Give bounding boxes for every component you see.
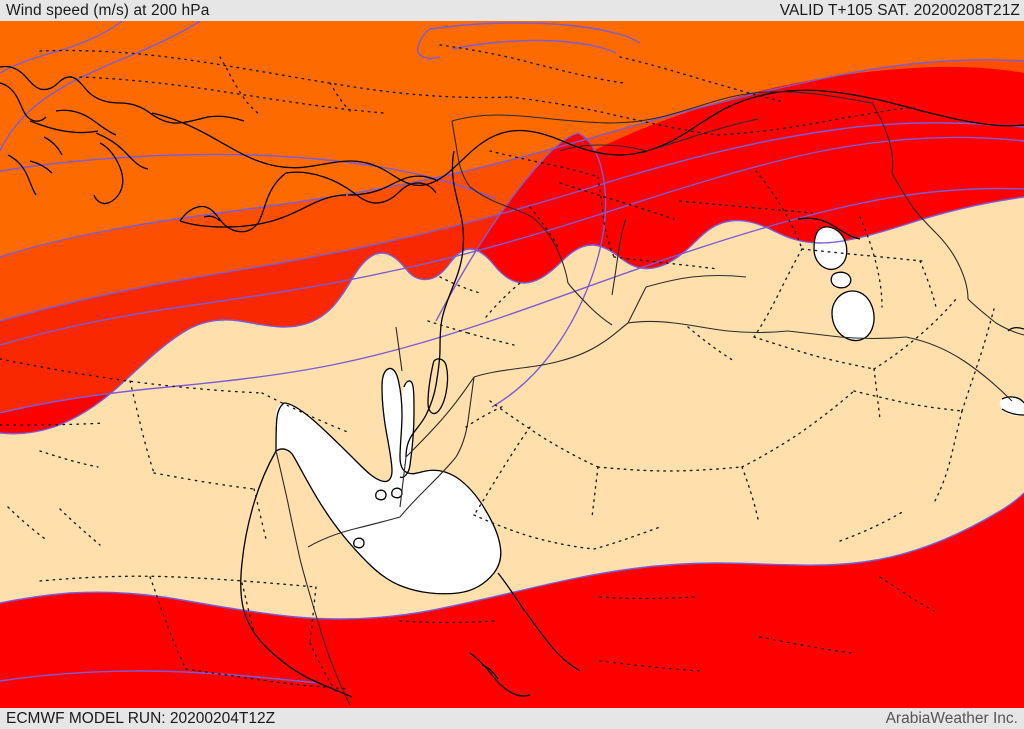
band-fill-20: [0, 197, 1024, 619]
attribution-label: ArabiaWeather Inc.: [885, 710, 1018, 727]
province-borders-over-red: [0, 358, 935, 672]
band-fill-lowest-lake-1: [814, 226, 847, 270]
coastlines: [0, 65, 1024, 698]
footer-bar: ECMWF MODEL RUN: 20200204T12Z ArabiaWeat…: [0, 708, 1024, 729]
header-bar: Wind speed (m/s) at 200 hPa VALID T+105 …: [0, 0, 1024, 21]
country-borders-solid: [275, 91, 1024, 706]
forecast-map[interactable]: [0, 21, 1024, 708]
model-run-label: ECMWF MODEL RUN: 20200204T12Z: [6, 710, 276, 727]
province-borders-dotted: [7, 44, 995, 696]
contour-lines: [0, 21, 1024, 684]
page-title: Wind speed (m/s) at 200 hPa: [6, 2, 210, 19]
band-fill-lowest-lake-3: [832, 291, 875, 341]
band-fill-lowest-lake-2: [831, 272, 851, 288]
map-canvas: [0, 21, 1024, 708]
valid-time-label: VALID T+105 SAT. 20200208T21Z: [779, 2, 1020, 19]
